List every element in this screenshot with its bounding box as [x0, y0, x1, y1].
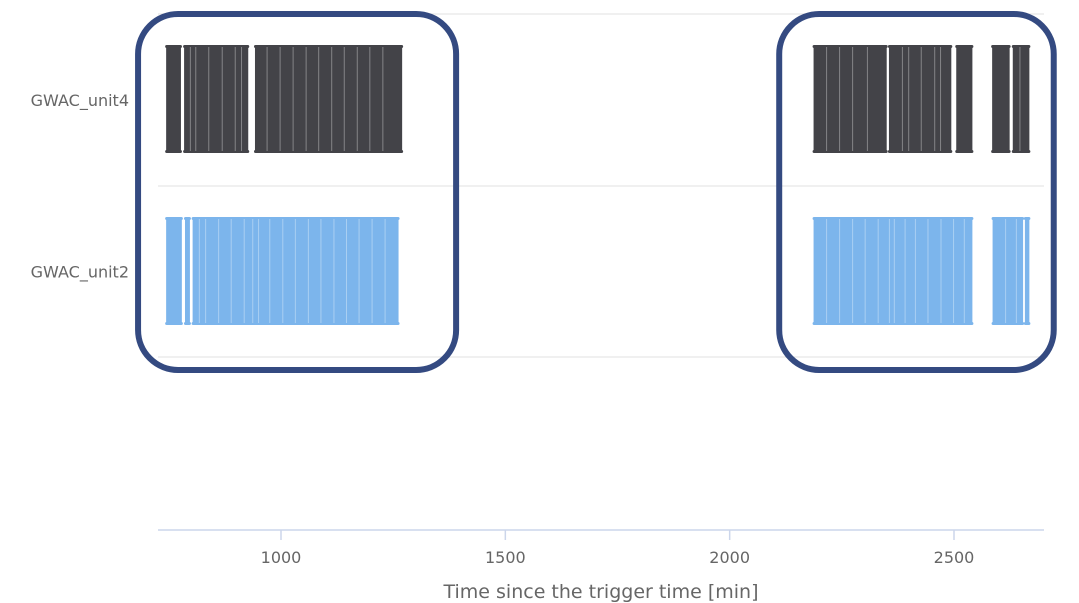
interval-cap: [812, 322, 974, 325]
interval-cap: [812, 45, 888, 48]
series-GWAC_unit4: [165, 45, 1031, 153]
interval-cap: [1023, 217, 1031, 220]
series-GWAC_unit2: [165, 217, 1031, 325]
interval-cap: [165, 217, 183, 220]
interval-cap: [812, 217, 974, 220]
interval-cap: [887, 150, 953, 153]
x-tick-label: 1500: [485, 548, 526, 567]
interval-cap: [165, 322, 183, 325]
interval-cap: [1011, 150, 1031, 153]
x-tick-label: 2000: [709, 548, 750, 567]
highlight-box: [776, 11, 1057, 373]
category-axis: GWAC_unit4 GWAC_unit2: [31, 91, 129, 283]
interval-bar: [888, 47, 952, 151]
interval-bar: [1012, 47, 1030, 151]
interval-cap: [955, 45, 974, 48]
interval-cap: [991, 217, 1025, 220]
interval-cap: [991, 322, 1025, 325]
interval-bar: [184, 47, 249, 151]
x-tick-label: 2500: [934, 548, 975, 567]
interval-bar: [992, 47, 1010, 151]
interval-bar: [192, 219, 399, 323]
interval-cap: [183, 217, 191, 220]
interval-bar: [813, 47, 887, 151]
interval-bar: [956, 47, 973, 151]
interval-cap: [1011, 45, 1031, 48]
highlight-boxes: [135, 11, 1057, 373]
interval-cap: [165, 45, 182, 48]
interval-cap: [991, 150, 1011, 153]
interval-cap: [165, 150, 182, 153]
interval-cap: [183, 150, 250, 153]
x-axis: 1000 1500 2000 2500: [158, 529, 1044, 567]
interval-cap: [191, 217, 400, 220]
interval-cap: [191, 322, 400, 325]
interval-cap: [887, 45, 953, 48]
interval-bar: [813, 219, 973, 323]
interval-bar: [184, 219, 190, 323]
interval-cap: [253, 45, 404, 48]
x-tick-label: 1000: [261, 548, 302, 567]
category-label: GWAC_unit4: [31, 91, 129, 111]
interval-cap: [955, 150, 974, 153]
interval-bar: [992, 219, 1024, 323]
highlight-box: [135, 11, 460, 373]
interval-bar: [166, 47, 181, 151]
category-label: GWAC_unit2: [31, 263, 129, 283]
interval-bar: [254, 47, 403, 151]
chart-series: [165, 45, 1031, 325]
interval-bar: [166, 219, 182, 323]
interval-cap: [253, 150, 404, 153]
interval-bar: [1024, 219, 1030, 323]
interval-cap: [183, 322, 191, 325]
interval-cap: [1023, 322, 1031, 325]
interval-cap: [812, 150, 888, 153]
x-axis-title: Time since the trigger time [min]: [443, 581, 759, 603]
interval-cap: [991, 45, 1011, 48]
interval-cap: [183, 45, 250, 48]
